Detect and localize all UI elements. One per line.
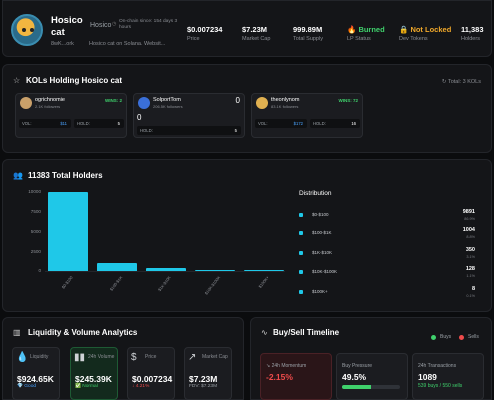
token-description: Hosico cat on Solana. Websit...: [89, 41, 166, 47]
stat-total-supply: 999.89M Total Supply: [293, 25, 323, 42]
token-name: Hosico cat: [51, 15, 83, 38]
y-tick: 5000: [30, 229, 41, 234]
kol-followers: 206.5K followers: [153, 104, 183, 109]
trending-down-icon: ↘ 24h Momentum: [266, 363, 307, 369]
legend-swatch: [299, 290, 303, 294]
buy-pressure-bar: [342, 385, 400, 389]
distribution-title: Distribution: [299, 190, 332, 197]
fire-icon: 🔥: [347, 25, 357, 34]
holder-bar[interactable]: [97, 262, 137, 271]
token-symbol: Hosico: [90, 22, 112, 29]
kol-name[interactable]: theonlynom: [271, 97, 300, 103]
holders-title: 11383 Total Holders: [28, 171, 103, 180]
x-axis: [45, 271, 285, 272]
x-tick-label: $1K-$10K: [157, 275, 172, 293]
kol-followers: 83.1K followers: [271, 104, 299, 109]
clock-icon: ◷: [112, 21, 117, 27]
liquidity-card: 💧 Liquidity $924.65K 💎 Good: [12, 347, 60, 400]
holder-bar[interactable]: [146, 268, 186, 271]
legend-swatch: [299, 270, 303, 274]
legend-swatch: [299, 231, 303, 235]
x-tick-label: $0-$100: [60, 275, 74, 290]
users-icon: 👥: [13, 171, 23, 180]
sells-legend: Sells: [468, 334, 479, 340]
price-card: $ Price $0.007234 ↓ 4.21%: [127, 347, 175, 400]
kol-vol: VOL: $172: [255, 119, 307, 128]
stat-holders: 11,383 Holders: [461, 25, 484, 42]
avatar: [20, 97, 32, 109]
volume-card: ▮▮ 24h Volume $245.39K ✅ Normal: [70, 347, 118, 400]
liquidity-title: Liquidity & Volume Analytics: [28, 328, 138, 337]
holder-bar[interactable]: [195, 269, 235, 271]
avatar: [138, 97, 150, 109]
kol-value: 0: [137, 113, 142, 122]
kol-name[interactable]: ogrichnomie: [35, 97, 65, 103]
distribution-row: $1K-$10K 350 3.1%: [299, 247, 475, 261]
x-tick-label: $100K+: [257, 275, 270, 290]
holder-bar[interactable]: [244, 270, 284, 271]
star-icon: ☆: [13, 76, 21, 85]
momentum-card: ↘ 24h Momentum -2.15%: [260, 353, 332, 400]
y-tick: 7500: [30, 209, 41, 214]
distribution-row: $0-$100 9891 86.9%: [299, 209, 475, 223]
kol-hold: HOLD: 16: [310, 119, 360, 128]
buys-legend-dot: [431, 335, 436, 340]
distribution-row: $10K-$100K 128 1.1%: [299, 266, 475, 280]
stat-market-cap: $7.23M Market Cap: [242, 25, 271, 42]
distribution-row: $100K+ 8 0.1%: [299, 286, 475, 300]
kol-followers: 2.1K followers: [35, 104, 61, 109]
kols-title: KOLs Holding Hosico cat: [26, 76, 123, 85]
distribution-row: $100-$1K 1004 8.8%: [299, 227, 475, 241]
kol-hold: HOLD: 5: [137, 126, 241, 135]
trending-icon: ↗: [188, 352, 197, 363]
market-cap-card: ↗ Market Cap $7.23M FDV: $7.23M: [184, 347, 232, 400]
stat-dev-tokens: 🔒 Not Locked Dev Tokens: [399, 25, 452, 42]
kol-card[interactable]: SolportTom 206.5K followers 0 0 HOLD: 5: [133, 93, 245, 138]
kols-total: ↻ Total: 3 KOLs: [441, 79, 481, 85]
bar-chart-icon: ▥: [13, 328, 21, 337]
kol-value: 0: [235, 96, 240, 105]
y-tick: 10000: [28, 189, 41, 194]
kol-card[interactable]: ogrichnomie 2.1K followers WINS: 2 VOL: $…: [15, 93, 127, 138]
avatar: [256, 97, 268, 109]
x-tick-label: $10K-$100K: [203, 275, 221, 296]
bar-chart-icon: ▮▮: [74, 352, 86, 363]
dollar-icon: $: [131, 352, 137, 363]
sells-legend-dot: [459, 335, 464, 340]
y-tick: 2500: [30, 249, 41, 254]
holders-section: 👥 11383 Total Holders 10000 7500 5000 25…: [2, 159, 492, 312]
y-tick: 0: [38, 268, 41, 273]
kol-wins: WINS: 2: [104, 98, 122, 103]
droplet-icon: 💧: [16, 352, 29, 363]
kol-wins: WINS: 72: [338, 98, 358, 103]
x-tick-label: $100-$1K: [108, 275, 123, 292]
transactions-card: 24h Transactions 1089 539 buys / 550 sel…: [412, 353, 484, 400]
kol-card[interactable]: theonlynom 83.1K followers WINS: 72 VOL:…: [251, 93, 363, 138]
token-avatar: [11, 14, 43, 46]
legend-swatch: [299, 251, 303, 255]
buys-legend: Buys: [440, 334, 452, 340]
lock-icon: 🔒: [399, 25, 409, 34]
stat-price: $0.007234 Price: [187, 25, 223, 42]
legend-swatch: [299, 213, 303, 217]
token-address[interactable]: 8wK...ork: [51, 41, 74, 47]
holder-bar[interactable]: [48, 191, 88, 271]
activity-icon: ∿: [261, 328, 268, 337]
kol-hold: HOLD: 5: [74, 119, 124, 128]
buy-sell-title: Buy/Sell Timeline: [273, 328, 340, 337]
kol-name[interactable]: SolportTom: [153, 97, 181, 103]
buy-pressure-card: Buy Pressure 49.5%: [336, 353, 408, 400]
kol-vol: VOL: $11: [19, 119, 71, 128]
stat-lp-status: 🔥 Burned LP Status: [347, 25, 385, 42]
on-chain-since: On-chain since: 154 days 3 hours: [119, 19, 178, 30]
token-header: Hosico cat 8wK...ork Hosico ◷ On-chain s…: [2, 0, 492, 57]
